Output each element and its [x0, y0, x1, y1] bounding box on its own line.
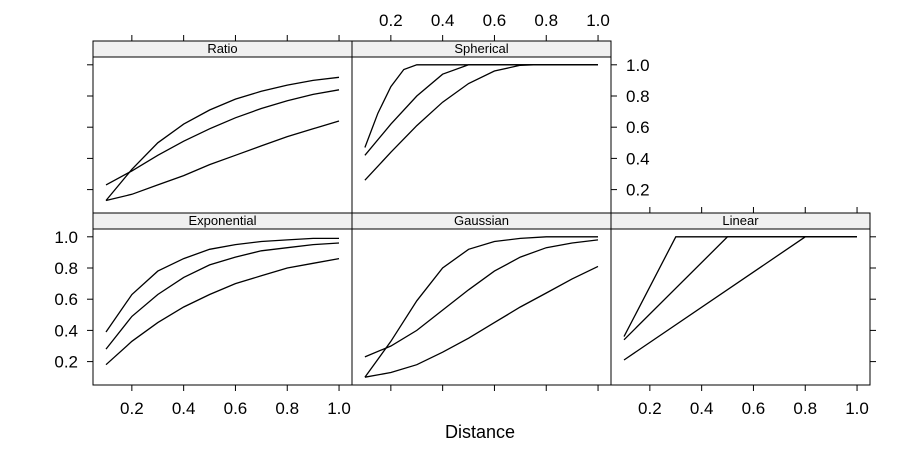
y-tick-label: 0.4 — [626, 149, 650, 168]
series-line-3 — [105, 120, 340, 202]
y-tick-label: 0.4 — [54, 321, 78, 340]
x-tick-label: 0.8 — [534, 11, 558, 30]
series-line-1 — [364, 236, 598, 378]
y-tick-label: 0.2 — [54, 353, 78, 372]
panel-title: Linear — [722, 213, 759, 228]
x-tick-label: 0.4 — [431, 11, 455, 30]
panel-gaussian: Gaussian — [351, 212, 612, 386]
series-line-1 — [105, 76, 340, 201]
series-line-2 — [105, 242, 340, 350]
y-tick-label: 0.8 — [626, 87, 650, 106]
x-tick-label: 0.4 — [690, 399, 714, 418]
x-tick-label: 1.0 — [586, 11, 610, 30]
axes: 0.2 0.4 0.6 0.8 1.0 0.2 0.4 0.6 0.8 1.0 0.2 0.4 0.6 0… — [54, 11, 876, 418]
x-tick-label: 0.6 — [224, 399, 248, 418]
x-tick-label: 0.8 — [793, 399, 817, 418]
panel-border — [610, 228, 871, 386]
series-line-1 — [623, 236, 857, 337]
panel-exponential: Exponential — [92, 212, 353, 386]
y-tick-label: 1.0 — [54, 228, 78, 247]
panel-title: Ratio — [207, 41, 237, 56]
series-line-2 — [364, 64, 598, 156]
panel-border — [351, 56, 612, 214]
panel-border — [351, 228, 612, 386]
x-tick-label: 0.8 — [275, 399, 299, 418]
y-tick-label: 0.8 — [54, 259, 78, 278]
x-tick-label: 1.0 — [845, 399, 869, 418]
y-tick-label: 0.6 — [626, 118, 650, 137]
series-line-2 — [364, 239, 599, 358]
series-line-3 — [364, 64, 598, 181]
panel-title: Gaussian — [454, 213, 509, 228]
y-tick-label: 0.2 — [626, 181, 650, 200]
x-tick-label: 0.6 — [483, 11, 507, 30]
x-tick-label: 0.2 — [379, 11, 403, 30]
series-line-3 — [623, 236, 857, 361]
panel-linear: Linear — [610, 212, 871, 386]
series-line-3 — [105, 257, 340, 366]
panel-spherical: Spherical — [351, 40, 612, 214]
panel-border — [92, 228, 353, 386]
series-line-2 — [623, 236, 857, 341]
x-tick-label: 0.2 — [638, 399, 662, 418]
x-tick-label: 0.6 — [742, 399, 766, 418]
series-line-3 — [364, 265, 599, 378]
series-line-2 — [105, 89, 340, 186]
y-tick-label: 0.6 — [54, 290, 78, 309]
x-axis-title: Distance — [445, 422, 515, 442]
panel-title: Spherical — [454, 41, 508, 56]
y-tick-label: 1.0 — [626, 56, 650, 75]
panel-ratio: Ratio — [92, 40, 353, 214]
panel-title: Exponential — [189, 213, 257, 228]
series-line-1 — [105, 237, 339, 333]
x-tick-label: 1.0 — [327, 399, 351, 418]
x-tick-label: 0.2 — [120, 399, 144, 418]
x-tick-label: 0.4 — [172, 399, 196, 418]
